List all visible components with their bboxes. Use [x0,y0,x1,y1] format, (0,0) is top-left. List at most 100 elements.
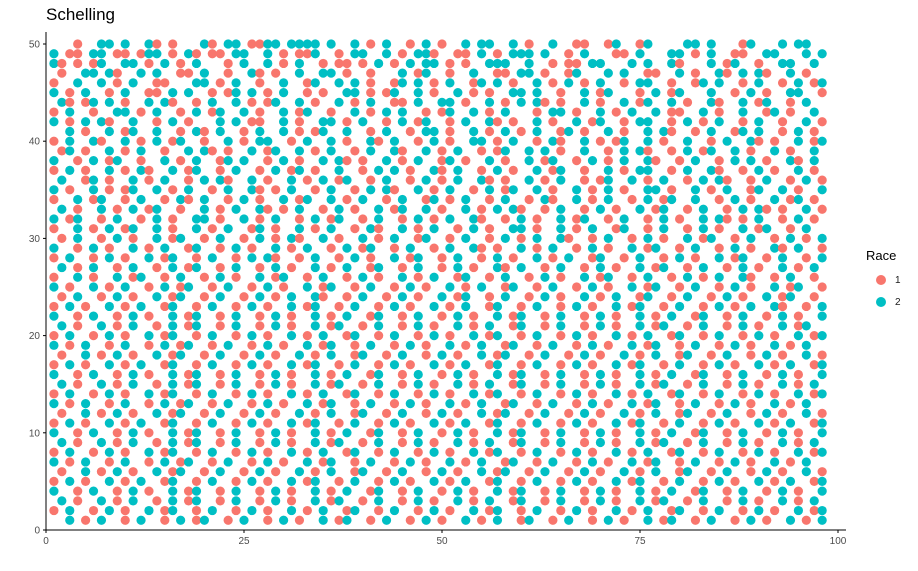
point-race-2 [191,496,202,506]
point-race-2 [65,515,75,525]
point-race-2 [690,399,701,409]
point-race-2 [682,165,693,175]
point-race-1 [437,156,447,166]
point-race-1 [223,175,233,185]
point-race-1 [334,360,344,370]
point-race-2 [160,156,170,166]
point-race-1 [754,97,764,107]
point-race-2 [350,505,360,516]
point-race-2 [579,350,590,360]
point-race-1 [722,437,732,448]
point-race-1 [183,486,194,496]
point-race-2 [516,49,526,59]
point-race-2 [492,418,503,428]
point-race-2 [128,78,138,88]
point-race-2 [207,389,217,399]
point-race-2 [682,136,693,146]
legend-key-2 [876,297,886,307]
point-race-1 [722,175,732,185]
point-race-1 [199,233,209,243]
point-race-1 [73,369,83,380]
point-race-1 [437,253,447,263]
point-race-1 [619,78,629,88]
point-race-1 [255,496,265,506]
point-race-2 [57,204,67,214]
point-race-2 [461,515,471,525]
point-race-2 [722,292,732,302]
point-race-2 [587,243,598,253]
point-race-1 [152,437,162,448]
x-tick-label: 100 [830,536,847,547]
point-race-2 [809,379,819,389]
point-race-1 [754,437,764,448]
point-race-2 [65,126,75,137]
point-race-1 [120,447,130,457]
point-race-2 [168,253,178,263]
point-race-1 [176,156,186,166]
point-race-1 [516,389,526,399]
point-race-2 [469,447,479,457]
point-race-1 [587,194,598,205]
point-race-2 [294,224,305,234]
point-race-1 [698,301,708,312]
point-race-1 [698,418,708,428]
point-race-2 [746,88,756,98]
point-race-2 [651,243,661,253]
point-race-2 [595,486,606,496]
point-race-2 [366,457,376,467]
point-race-1 [358,496,368,506]
point-race-1 [81,126,91,137]
point-race-1 [516,204,526,214]
point-race-2 [556,224,566,234]
point-race-1 [231,272,241,282]
point-race-1 [746,243,756,253]
point-race-1 [350,97,360,107]
point-race-1 [326,311,336,321]
point-race-1 [168,233,178,243]
point-race-1 [611,321,621,331]
point-race-2 [326,340,336,350]
point-race-2 [342,126,352,137]
point-race-1 [104,457,114,467]
point-race-2 [49,486,59,496]
point-race-1 [817,117,827,127]
point-race-1 [413,389,423,399]
point-race-2 [160,457,170,467]
point-race-1 [310,97,320,107]
point-race-1 [215,311,225,321]
point-race-2 [682,117,693,127]
point-race-2 [104,301,114,312]
point-race-1 [595,408,606,418]
point-race-2 [88,243,99,253]
point-race-1 [358,58,368,69]
point-race-2 [49,369,59,380]
point-race-2 [271,214,281,224]
point-race-2 [358,408,368,418]
point-race-2 [326,185,336,195]
point-race-2 [548,282,558,292]
point-race-2 [492,369,503,380]
point-race-1 [516,126,526,137]
point-race-2 [160,282,170,292]
point-race-1 [263,360,273,370]
point-race-2 [366,340,376,350]
point-race-2 [477,350,487,360]
point-race-1 [437,262,447,273]
point-race-2 [793,282,804,292]
point-race-1 [627,389,637,399]
point-race-1 [223,58,233,69]
point-race-2 [754,447,764,457]
point-race-1 [144,88,154,98]
point-race-2 [532,165,542,175]
point-race-2 [120,39,130,49]
point-race-1 [302,360,312,370]
point-race-2 [152,49,162,59]
point-race-1 [540,369,550,380]
point-race-2 [675,389,685,399]
point-race-1 [183,68,194,78]
point-race-2 [279,272,289,282]
point-race-2 [777,311,788,321]
point-race-2 [706,58,716,69]
point-race-1 [682,175,693,185]
point-race-2 [469,107,479,117]
